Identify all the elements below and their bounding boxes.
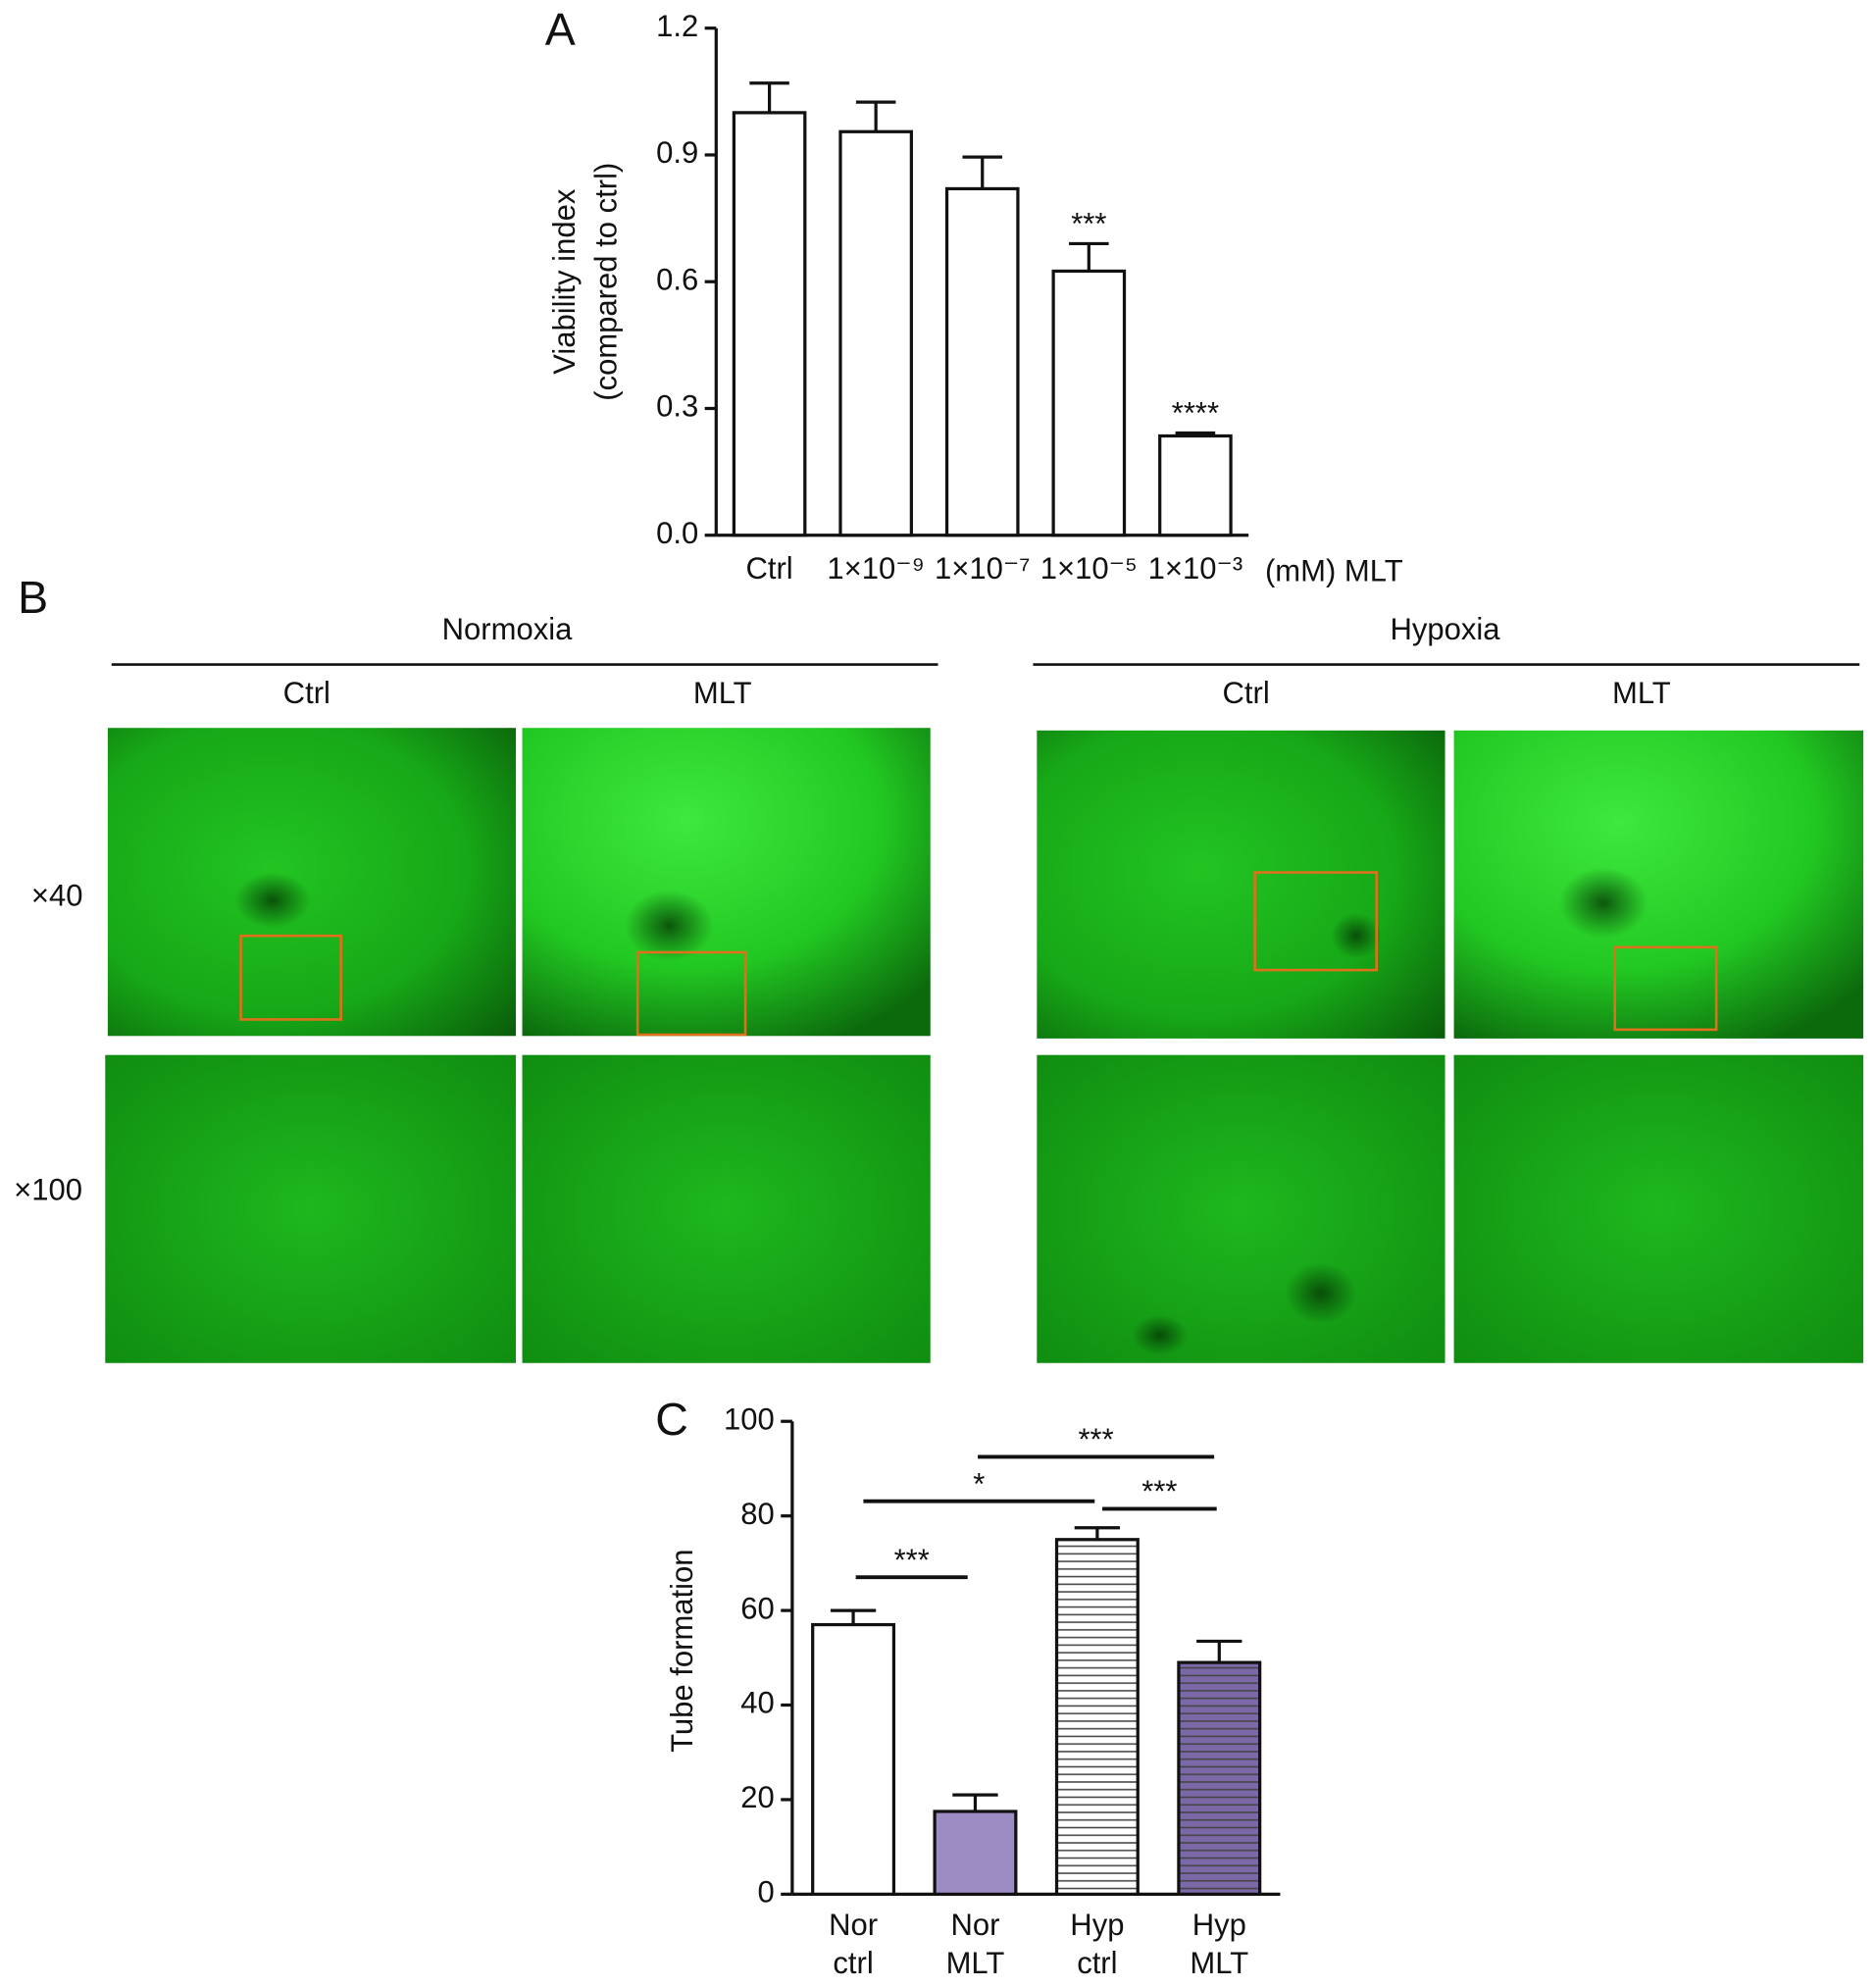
bar — [838, 129, 913, 537]
y-tick-label: 0.0 — [656, 516, 698, 550]
y-tick-label: 0.6 — [656, 262, 698, 296]
bar — [1054, 1538, 1140, 1896]
micrograph-panel: Normoxia Hypoxia Ctrl MLT Ctrl MLT ×40 ×… — [14, 612, 1864, 1363]
x-tick-label: ctrl — [833, 1946, 873, 1980]
micrograph-detail — [1331, 912, 1382, 959]
panel-letter: B — [18, 572, 48, 623]
column-title: Ctrl — [283, 676, 330, 710]
zoom-box — [239, 934, 342, 1021]
x-tick-label: Ctrl — [745, 551, 792, 586]
micrograph — [107, 728, 517, 1037]
micrograph-detail — [1285, 1262, 1357, 1324]
micrograph — [522, 728, 931, 1037]
micrograph — [1037, 1054, 1445, 1363]
bar — [1051, 269, 1127, 537]
group-title: Hypoxia — [1390, 612, 1500, 646]
x-tick-label: 1×10⁻⁹ — [827, 551, 925, 586]
x-axis-label: (mM) MLT — [1265, 554, 1403, 588]
zoom-box — [1613, 945, 1718, 1032]
x-tick-label: Nor — [829, 1908, 878, 1942]
significance-label: *** — [1141, 1474, 1177, 1508]
y-tick-label: 0.9 — [656, 135, 698, 170]
y-axis-label: Viability index — [547, 188, 582, 375]
group-title: Normoxia — [442, 612, 573, 646]
micrograph — [522, 1054, 931, 1363]
x-tick-label: Nor — [950, 1908, 999, 1942]
zoom-box — [635, 950, 747, 1037]
y-axis-label: Tube formation — [665, 1549, 699, 1752]
micrograph — [1037, 730, 1445, 1039]
significance-label: **** — [1172, 396, 1219, 431]
micrograph-detail — [625, 890, 714, 962]
bar — [944, 186, 1020, 537]
y-axis-label: (compared to ctrl) — [589, 163, 624, 401]
x-tick-label: 1×10⁻⁵ — [1040, 551, 1138, 586]
panel-letter: C — [655, 1394, 688, 1445]
y-tick-label: 0 — [758, 1875, 775, 1910]
bar — [1158, 433, 1233, 537]
y-tick-label: 60 — [740, 1591, 775, 1625]
micrograph — [1453, 730, 1864, 1039]
y-tick-label: 80 — [740, 1497, 775, 1531]
column-title: Ctrl — [1222, 676, 1269, 710]
significance-label: *** — [894, 1543, 930, 1577]
y-tick-label: 100 — [724, 1401, 775, 1436]
micrograph-detail — [234, 872, 311, 929]
column-title: MLT — [693, 676, 752, 710]
micrograph-detail — [1132, 1314, 1189, 1356]
significance-label: *** — [1078, 1422, 1113, 1456]
x-tick-label: 1×10⁻⁷ — [935, 551, 1030, 586]
y-tick-label: 0.3 — [656, 389, 698, 424]
x-tick-label: Hyp — [1192, 1908, 1246, 1942]
y-tick-label: 1.2 — [656, 9, 698, 43]
x-tick-label: MLT — [1190, 1946, 1248, 1980]
significance-label: * — [973, 1466, 985, 1501]
row-title: ×40 — [31, 879, 83, 913]
x-tick-label: ctrl — [1077, 1946, 1117, 1980]
x-tick-label: Hyp — [1070, 1908, 1124, 1942]
zoom-box — [1253, 871, 1379, 972]
significance-label: *** — [1071, 207, 1106, 241]
x-tick-label: 1×10⁻³ — [1148, 551, 1243, 586]
y-tick-label: 40 — [740, 1686, 775, 1720]
bar — [732, 111, 807, 537]
bar — [933, 1809, 1018, 1896]
micrograph — [105, 1054, 517, 1363]
bar — [1177, 1660, 1262, 1896]
row-title: ×100 — [14, 1172, 82, 1206]
micrograph — [1453, 1054, 1864, 1363]
bar — [811, 1622, 896, 1896]
panel-letter: A — [545, 4, 576, 55]
micrograph-detail — [1558, 867, 1648, 939]
x-tick-label: MLT — [946, 1946, 1005, 1980]
column-title: MLT — [1612, 676, 1671, 710]
y-tick-label: 20 — [740, 1780, 775, 1814]
